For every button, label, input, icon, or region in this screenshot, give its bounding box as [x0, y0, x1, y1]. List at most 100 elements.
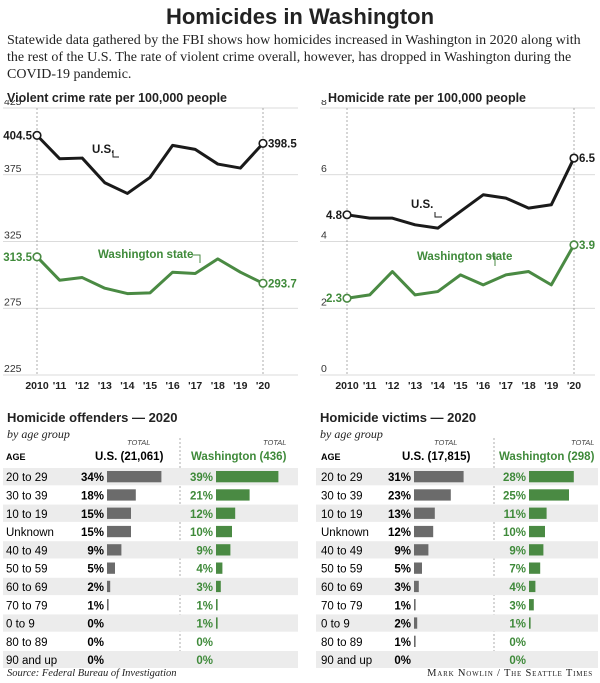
row-shading: [316, 614, 598, 632]
us-end-label: 6.5: [579, 153, 596, 165]
row-shading: [316, 504, 598, 522]
us-bar: [414, 525, 434, 538]
wa-value-label: 0%: [196, 637, 213, 649]
wa-series-label: Washington state: [417, 251, 512, 263]
us-series-line: [35, 134, 265, 195]
us-value-label: 0%: [87, 619, 104, 631]
wa-series-label: Washington state: [98, 249, 193, 261]
x-tick-label: '18: [211, 380, 225, 392]
age-label: 90 and up: [6, 655, 57, 667]
wa-bar: [529, 525, 545, 538]
wa-bar: [216, 599, 218, 611]
wa-value-label: 10%: [190, 527, 213, 539]
wa-value-label: 10%: [503, 527, 526, 539]
wa-value-label: 0%: [509, 637, 526, 649]
us-endpoint-marker: [342, 210, 352, 220]
y-tick-label: 4: [321, 230, 327, 242]
age-label: Unknown: [321, 527, 369, 539]
wa-endpoint-marker: [258, 278, 268, 288]
us-total-label: TOTAL: [434, 438, 457, 447]
x-tick-label: '17: [499, 380, 513, 392]
wa-bar: [216, 617, 218, 629]
source-note: Source: Federal Bureau of Investigation: [7, 668, 177, 679]
us-series-label: U.S.: [411, 199, 433, 211]
wa-bar: [529, 544, 544, 556]
wa-value-label: 11%: [504, 509, 526, 521]
age-header: AGE: [6, 452, 26, 462]
age-label: 70 to 79: [321, 600, 363, 612]
row-shading: [316, 541, 598, 559]
age-label: 80 to 89: [321, 637, 363, 649]
wa-bar: [216, 471, 279, 483]
x-tick-label: '13: [98, 380, 112, 392]
age-label: Unknown: [6, 527, 54, 539]
victims-table-subtitle: by age group: [320, 427, 383, 441]
us-bar: [414, 599, 416, 611]
violent-crime-chart-title: Violent crime rate per 100,000 people: [7, 91, 228, 105]
intro-text: Statewide data gathered by the FBI shows…: [7, 33, 581, 82]
age-label: 0 to 9: [6, 619, 35, 631]
us-start-label: 404.5: [3, 130, 32, 142]
us-value-label: 1%: [394, 637, 411, 649]
wa-endpoint-marker: [569, 240, 579, 250]
age-label: 30 to 39: [6, 490, 48, 502]
credit-line: Mark Nowlin / The Seattle Times: [427, 668, 593, 679]
us-value-label: 9%: [394, 545, 411, 557]
us-bar: [107, 544, 122, 556]
us-value-label: 2%: [394, 619, 411, 631]
x-tick-label: '12: [75, 380, 89, 392]
age-header: AGE: [321, 452, 341, 462]
y-tick-label: 2: [321, 296, 327, 308]
offenders-bar-table: AGE TOTAL U.S. (21,061) TOTAL Washington (43…: [3, 438, 298, 668]
wa-value-label: 0%: [509, 655, 526, 667]
us-value-label: 12%: [388, 527, 411, 539]
us-bar: [107, 489, 136, 501]
x-tick-label: '11: [363, 380, 377, 392]
us-column-header: U.S. (17,815): [402, 451, 471, 463]
wa-value-label: 4%: [196, 564, 213, 576]
row-shading: [3, 651, 298, 668]
x-tick-label: '16: [166, 380, 180, 392]
us-value-label: 13%: [388, 509, 411, 521]
wa-column-header: Washington (298): [499, 451, 595, 463]
us-value-label: 5%: [394, 564, 411, 576]
wa-bar: [216, 525, 232, 538]
us-bar: [414, 635, 416, 647]
us-end-label: 398.5: [268, 138, 297, 150]
wa-value-label: 9%: [196, 545, 213, 557]
us-endpoint-marker: [32, 130, 42, 140]
x-tick-label: '19: [233, 380, 247, 392]
wa-bar: [216, 489, 250, 501]
us-value-label: 0%: [87, 637, 104, 649]
wa-value-label: 28%: [503, 472, 526, 484]
us-value-label: 23%: [388, 490, 411, 502]
wa-value-label: 1%: [509, 619, 526, 631]
wa-bar: [529, 580, 536, 593]
x-tick-label: '14: [431, 380, 445, 392]
wa-end-label: 3.9: [579, 240, 595, 252]
age-label: 20 to 29: [6, 472, 48, 484]
age-label: 40 to 49: [321, 545, 363, 557]
age-label: 50 to 59: [321, 564, 363, 576]
us-series-label: U.S.: [92, 144, 114, 156]
us-value-label: 0%: [394, 655, 411, 667]
us-bar: [107, 562, 115, 574]
age-label: 80 to 89: [6, 637, 48, 649]
us-value-label: 31%: [388, 472, 411, 484]
wa-bar: [529, 489, 569, 501]
x-tick-label: '20: [256, 380, 270, 392]
wa-end-label: 293.7: [268, 278, 297, 290]
row-shading: [3, 614, 298, 632]
x-tick-label: '17: [188, 380, 202, 392]
x-tick-label: '13: [408, 380, 422, 392]
us-bar: [107, 507, 131, 519]
us-value-label: 5%: [87, 564, 104, 576]
age-label: 20 to 29: [321, 472, 363, 484]
us-endpoint-marker: [569, 153, 579, 163]
age-label: 60 to 69: [321, 582, 363, 594]
y-tick-label: 275: [4, 296, 22, 308]
y-tick-label: 225: [4, 363, 22, 375]
wa-bar: [529, 562, 541, 574]
us-value-label: 18%: [81, 490, 104, 502]
